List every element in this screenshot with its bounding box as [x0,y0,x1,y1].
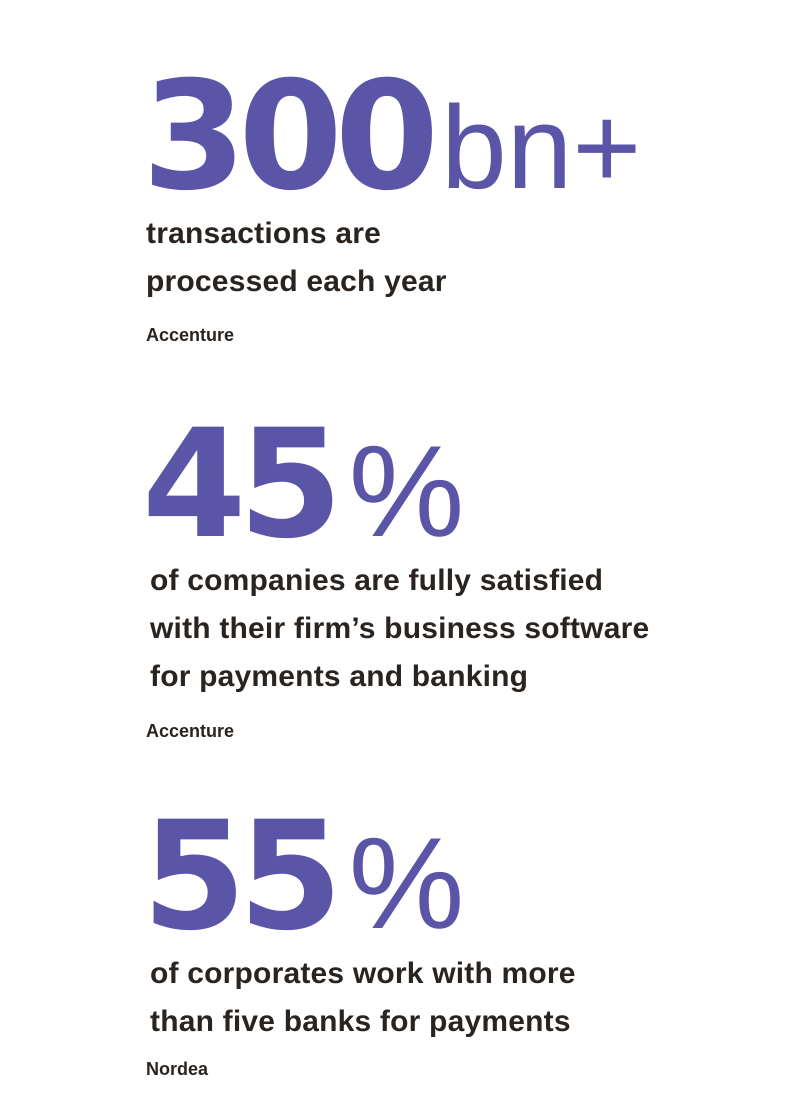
stat-source: Accenture [146,325,235,345]
stat-figure: 55% [142,802,464,952]
stat-description-line: than five banks for payments [150,1005,571,1038]
stat-description-line: of companies are fully satisfied [150,564,604,597]
stat-unit: % [348,418,465,564]
stat-unit: bn+ [441,82,642,214]
stat-source: Accenture [146,721,235,741]
stat-description: transactions are processed each year [146,210,447,306]
stat-figure: 45% [142,410,464,560]
stat-description: of companies are fully satisfied with th… [150,557,649,701]
stat-description-line: for payments and banking [150,660,529,693]
stat-description-line: processed each year [146,265,447,298]
stat-source: Nordea [146,1059,209,1079]
stat-number: 300 [142,50,439,224]
stat-description: of corporates work with more than five b… [150,950,576,1046]
stat-number: 55 [142,790,343,964]
stat-figure: 300bn+ [142,62,641,212]
stat-unit: % [348,810,465,956]
stat-description-line: transactions are [146,217,381,250]
stat-description-line: of corporates work with more [150,957,576,990]
stat-number: 45 [142,398,343,572]
stat-description-line: with their firm’s business software [150,612,650,645]
